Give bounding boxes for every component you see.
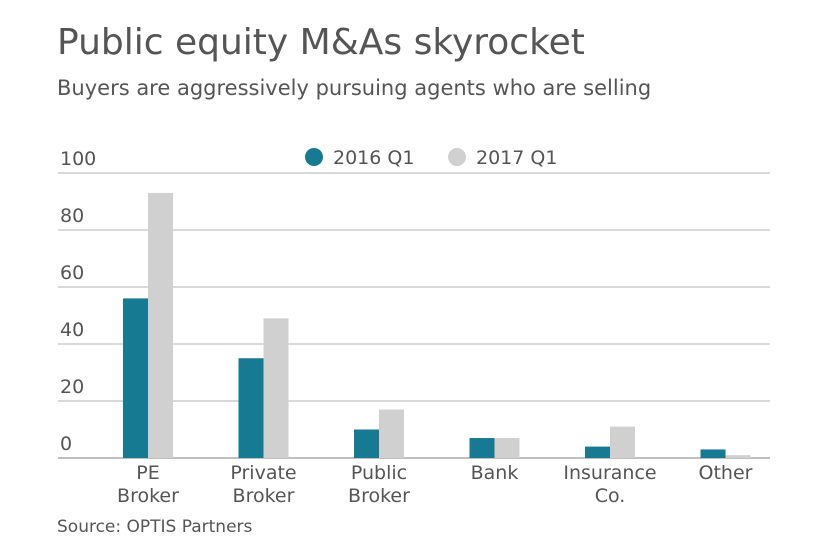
bar-2016-q1 — [585, 446, 610, 458]
bar-2016-q1 — [238, 358, 264, 458]
y-axis-ticks: 0 20 40 60 80 100 — [60, 148, 96, 455]
bars — [123, 192, 751, 458]
x-category-label: PE Broker — [117, 462, 179, 507]
y-tick-label: 60 — [60, 262, 84, 284]
bar-2016-q1 — [469, 438, 495, 458]
bar-2017-q1 — [148, 192, 173, 458]
x-category-label-line: Broker — [348, 485, 410, 507]
x-category-label-line: Private — [230, 462, 296, 484]
bar-2016-q1 — [123, 298, 148, 458]
bar-2016-q1 — [354, 429, 379, 458]
legend: 2016 Q1 2017 Q1 — [305, 147, 557, 169]
chart-title: Public equity M&As skyrocket — [57, 22, 585, 63]
x-category-label: Insurance Co. — [563, 462, 656, 507]
y-tick-label: 100 — [60, 148, 96, 170]
y-tick-label: 0 — [60, 433, 72, 455]
x-category-label-line: Co. — [595, 485, 626, 507]
x-category-label: Bank — [471, 462, 519, 484]
bar-2016-q1 — [700, 449, 726, 458]
legend-label: 2016 Q1 — [333, 147, 414, 169]
y-tick-label: 80 — [60, 205, 84, 227]
legend-marker — [448, 148, 466, 166]
bar-2017-q1 — [725, 455, 751, 458]
bar-2017-q1 — [610, 426, 635, 458]
y-tick-label: 20 — [60, 376, 84, 398]
bar-2017-q1 — [263, 318, 289, 458]
x-category-label-line: Bank — [471, 462, 519, 484]
chart-subtitle: Buyers are aggressively pursuing agents … — [57, 76, 652, 100]
legend-marker — [305, 148, 323, 166]
bar-2017-q1 — [379, 409, 404, 458]
y-tick-label: 40 — [60, 319, 84, 341]
bar-2017-q1 — [494, 438, 520, 458]
source-note: Source: OPTIS Partners — [57, 517, 253, 537]
legend-label: 2017 Q1 — [476, 147, 557, 169]
x-category-label-line: Broker — [233, 485, 295, 507]
x-category-label: Public Broker — [348, 462, 410, 507]
x-category-label-line: Public — [351, 462, 407, 484]
x-category-label: Private Broker — [230, 462, 296, 507]
x-category-label-line: Broker — [117, 485, 179, 507]
x-category-label-line: Other — [699, 462, 753, 484]
x-category-label: Other — [699, 462, 753, 484]
x-category-label-line: Insurance — [563, 462, 656, 484]
x-category-label-line: PE — [136, 462, 159, 484]
gridlines — [58, 172, 770, 459]
